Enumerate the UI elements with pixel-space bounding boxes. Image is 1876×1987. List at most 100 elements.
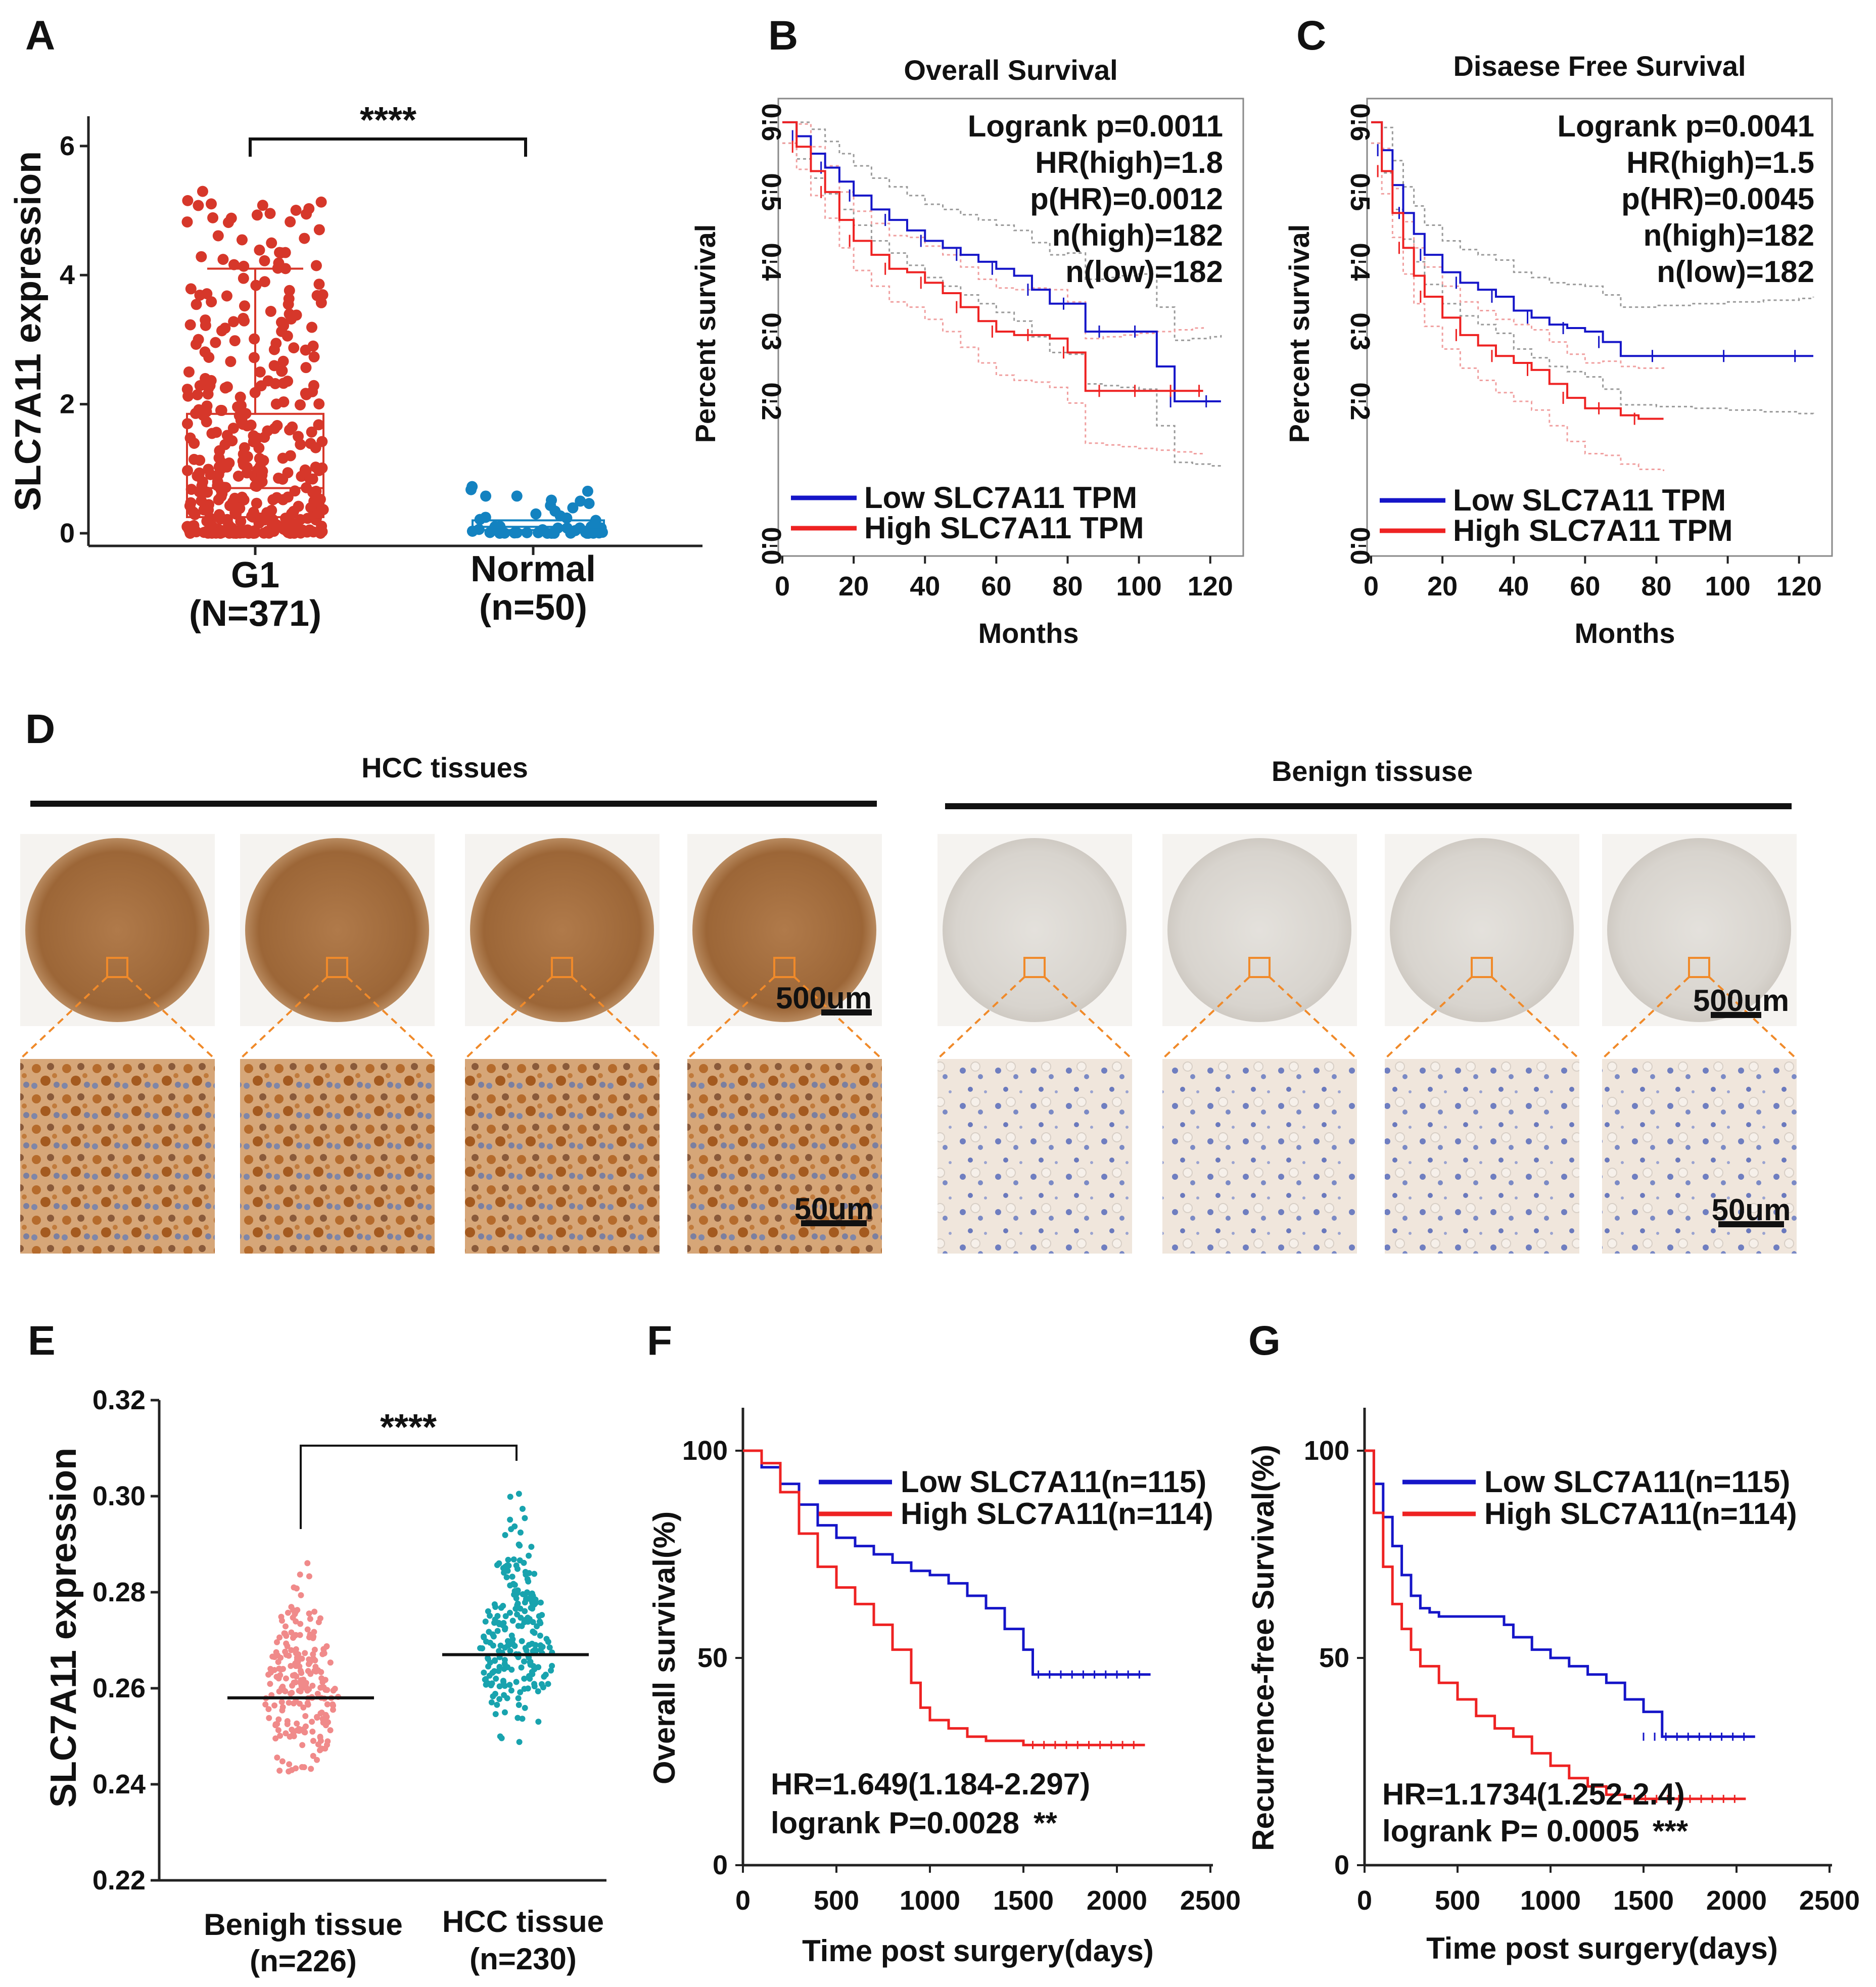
e-dot-benign — [293, 1646, 299, 1652]
a-dot-g1 — [239, 315, 250, 327]
b-plot-frame — [777, 98, 1244, 557]
panel-label-a: A — [25, 13, 55, 59]
zoom-connector — [19, 976, 108, 1060]
a-dot-normal — [521, 527, 533, 538]
c-ylabel: Percent survival — [1283, 224, 1315, 443]
c-stat-logrank: Logrank p=0.0041 — [1557, 109, 1814, 143]
ci-band-lower — [782, 142, 1222, 468]
g-ylabel: Recurrence-free Survival(%) — [1246, 1445, 1280, 1851]
e-dot-hcc — [522, 1568, 529, 1575]
e-dot-benign — [317, 1734, 323, 1741]
e-dot-hcc — [481, 1634, 487, 1641]
e-dot-benign — [317, 1615, 323, 1622]
e-dot-hcc — [494, 1562, 500, 1568]
b-legend-high: High SLC7A11 TPM — [864, 511, 1144, 545]
e-dot-hcc — [517, 1689, 524, 1695]
e-dot-benign — [292, 1679, 299, 1686]
b-stats: Logrank p=0.0011 HR(high)=1.8 p(HR)=0.00… — [968, 109, 1223, 289]
e-dot-benign — [317, 1684, 324, 1691]
a-boxes — [186, 267, 605, 531]
benign-tma-core — [943, 838, 1127, 1022]
e-dot-hcc — [545, 1681, 551, 1687]
e-dot-benign — [298, 1670, 305, 1676]
zoom-box — [773, 957, 795, 978]
ci-band-upper — [1371, 121, 1814, 308]
e-dot-hcc — [515, 1623, 522, 1629]
a-dot-g1 — [259, 276, 270, 288]
e-dot-hcc — [506, 1609, 513, 1616]
e-dot-hcc — [494, 1628, 501, 1634]
e-dot-benign — [324, 1701, 331, 1707]
a-dot-g1 — [193, 334, 204, 345]
a-dot-g1 — [307, 473, 318, 485]
e-dot-hcc — [510, 1556, 517, 1563]
e-dot-benign — [318, 1675, 325, 1682]
xtick-label: 500 — [814, 1885, 859, 1916]
b-stat-nlow: n(low)=182 — [1065, 255, 1223, 289]
a-dot-g1 — [210, 337, 221, 348]
a-dot-normal — [508, 527, 520, 539]
a-dot-g1 — [206, 428, 218, 439]
a-ytick-label: 2 — [60, 389, 75, 420]
a-dot-g1 — [259, 255, 270, 266]
g-legend-high: High SLC7A11(n=114) — [1484, 1497, 1797, 1531]
d-benign-header: Benign tissuse — [1272, 755, 1473, 787]
e-dot-benign — [318, 1745, 325, 1752]
e-dot-hcc — [510, 1581, 517, 1587]
e-dot-hcc — [536, 1613, 542, 1620]
benign-zoom-image — [937, 1059, 1132, 1254]
c-plot-frame — [1366, 98, 1833, 557]
zoom-connector — [1601, 976, 1690, 1060]
a-dot-g1 — [293, 431, 304, 442]
e-dot-benign — [323, 1741, 330, 1748]
a-dot-normal — [530, 508, 542, 520]
xtick-label: 1000 — [900, 1885, 960, 1916]
a-dot-g1 — [229, 335, 241, 347]
ytick-label: 0 — [713, 1850, 728, 1880]
a-dot-g1 — [295, 527, 306, 539]
e-dot-hcc — [489, 1631, 496, 1638]
e-dot-hcc — [527, 1676, 533, 1682]
a-dot-g1 — [224, 500, 236, 512]
e-dot-hcc — [532, 1600, 539, 1606]
e-dot-hcc — [514, 1715, 521, 1721]
e-dot-hcc — [528, 1544, 535, 1550]
f-p: logrank P=0.0028 — [771, 1806, 1019, 1840]
e-dot-hcc — [512, 1605, 519, 1612]
zoom-connector — [126, 976, 216, 1060]
a-dot-g1 — [282, 330, 293, 342]
e-dot-hcc — [490, 1642, 496, 1649]
a-dot-g1 — [310, 260, 322, 271]
e-dot-benign — [285, 1609, 291, 1616]
zoom-box — [1248, 957, 1271, 978]
e-dot-hcc — [488, 1682, 494, 1689]
b-curves — [782, 121, 1221, 407]
e-dot-benign — [291, 1584, 297, 1591]
xtick-label: 40 — [910, 571, 940, 602]
e-dot-benign — [295, 1651, 302, 1657]
a-y-ticks: 0 2 4 6 — [60, 131, 535, 555]
e-dot-hcc — [496, 1696, 503, 1702]
e-dot-hcc — [537, 1599, 544, 1606]
benign-zoom-image — [1602, 1059, 1797, 1254]
e-dot-benign — [284, 1718, 291, 1725]
e-dot-benign — [289, 1767, 295, 1773]
a-dot-g1 — [275, 316, 287, 328]
a-ytick-label: 4 — [60, 260, 75, 290]
e-dot-benign — [279, 1685, 286, 1692]
e-cat2-line2: (n=230) — [470, 1942, 577, 1976]
a-dot-g1 — [289, 485, 301, 497]
ytick-label: 0 — [1334, 1850, 1349, 1880]
a-dot-g1 — [200, 314, 211, 326]
e-dot-hcc — [521, 1559, 527, 1566]
a-cat2-line1: Normal — [471, 549, 596, 589]
e-dot-benign — [309, 1728, 316, 1735]
f-hr: HR=1.649(1.184-2.297) — [771, 1767, 1090, 1801]
e-dot-hcc — [545, 1639, 551, 1645]
xtick-label: 100 — [1705, 571, 1751, 602]
e-dot-benign — [310, 1738, 316, 1744]
a-dot-g1 — [205, 198, 217, 210]
a-dot-g1 — [250, 480, 261, 492]
a-dots — [181, 186, 608, 539]
a-dot-g1 — [237, 455, 249, 467]
